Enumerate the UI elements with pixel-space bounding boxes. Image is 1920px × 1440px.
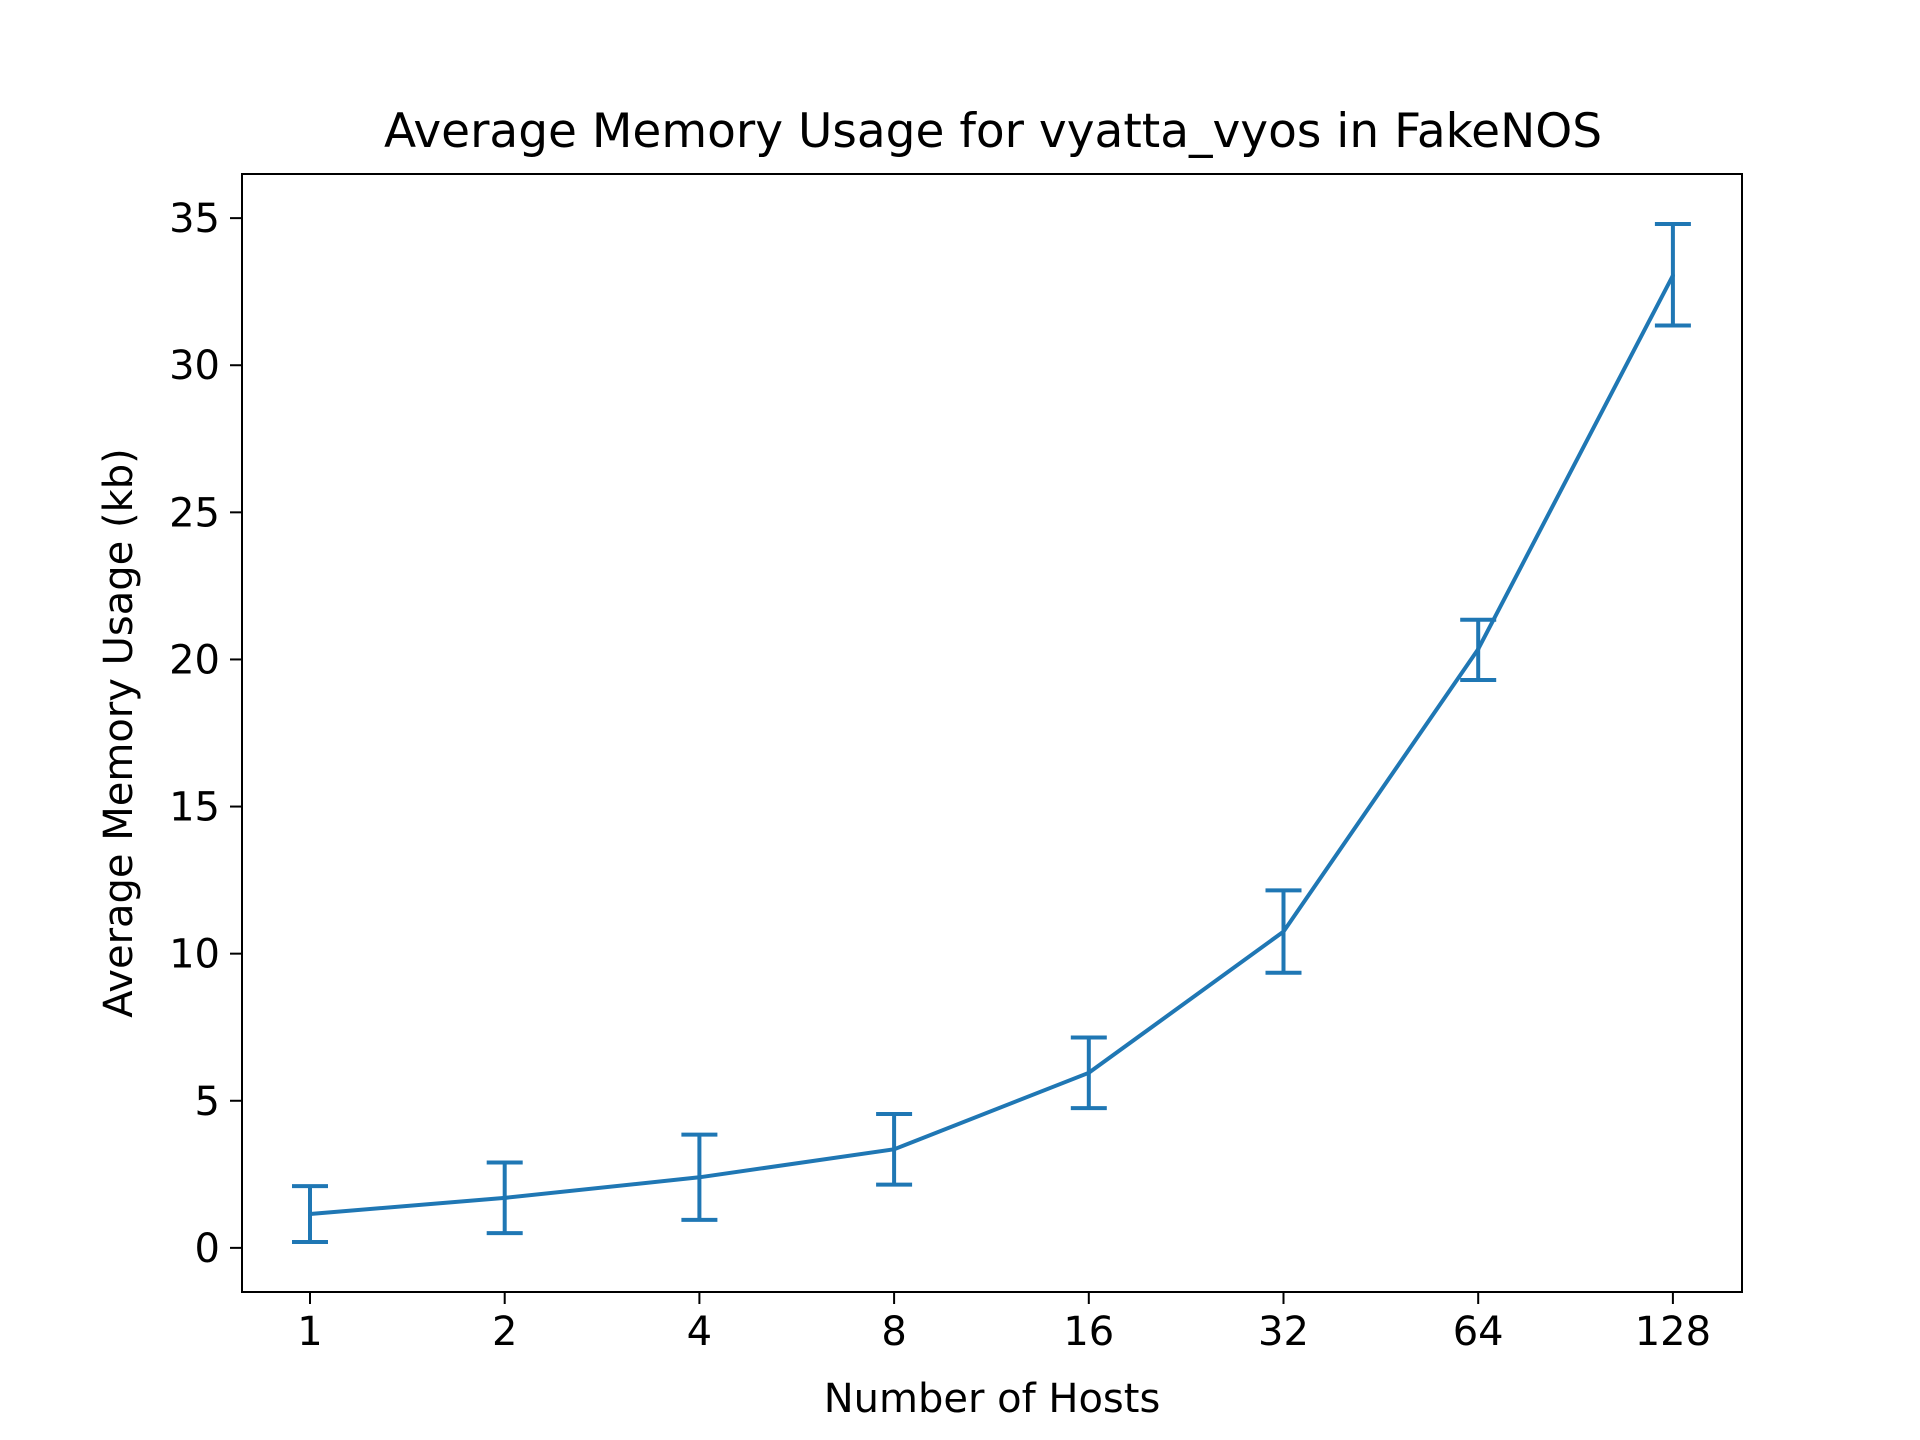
data-point [892,1147,897,1152]
y-axis-label: Average Memory Usage (kb) [96,448,142,1017]
data-point [697,1175,702,1180]
x-tick-label: 32 [1258,1309,1309,1355]
x-tick-label: 64 [1453,1309,1504,1355]
x-tick-label: 4 [687,1309,712,1355]
data-point [502,1195,507,1200]
x-axis: 1 2 4 8 16 32 64 128 [297,1292,1711,1355]
x-tick-label: 128 [1635,1309,1711,1355]
data-point [1086,1070,1091,1075]
y-tick-label: 15 [169,785,220,831]
series-line [309,274,1675,1216]
y-tick-label: 20 [169,637,220,683]
x-tick-label: 8 [881,1309,906,1355]
y-tick-label: 0 [195,1226,220,1272]
x-tick-label: 2 [492,1309,517,1355]
data-point [1281,929,1286,934]
chart-title: Average Memory Usage for vyatta_vyos in … [384,104,1602,159]
data-point [1670,273,1675,278]
y-tick-label: 30 [169,343,220,389]
y-tick-label: 10 [169,932,220,978]
plot-area [292,222,1691,1244]
y-tick-label: 25 [169,490,220,536]
y-tick-label: 35 [169,196,220,242]
axes-frame [241,173,1743,1293]
y-axis: 0 5 10 15 20 25 30 35 [169,196,242,1272]
x-axis-label: Number of Hosts [824,1376,1161,1422]
y-tick-label: 5 [195,1079,220,1125]
x-tick-label: 1 [297,1309,322,1355]
x-tick-label: 16 [1063,1309,1114,1355]
data-point [308,1212,312,1217]
data-point [1476,647,1481,652]
